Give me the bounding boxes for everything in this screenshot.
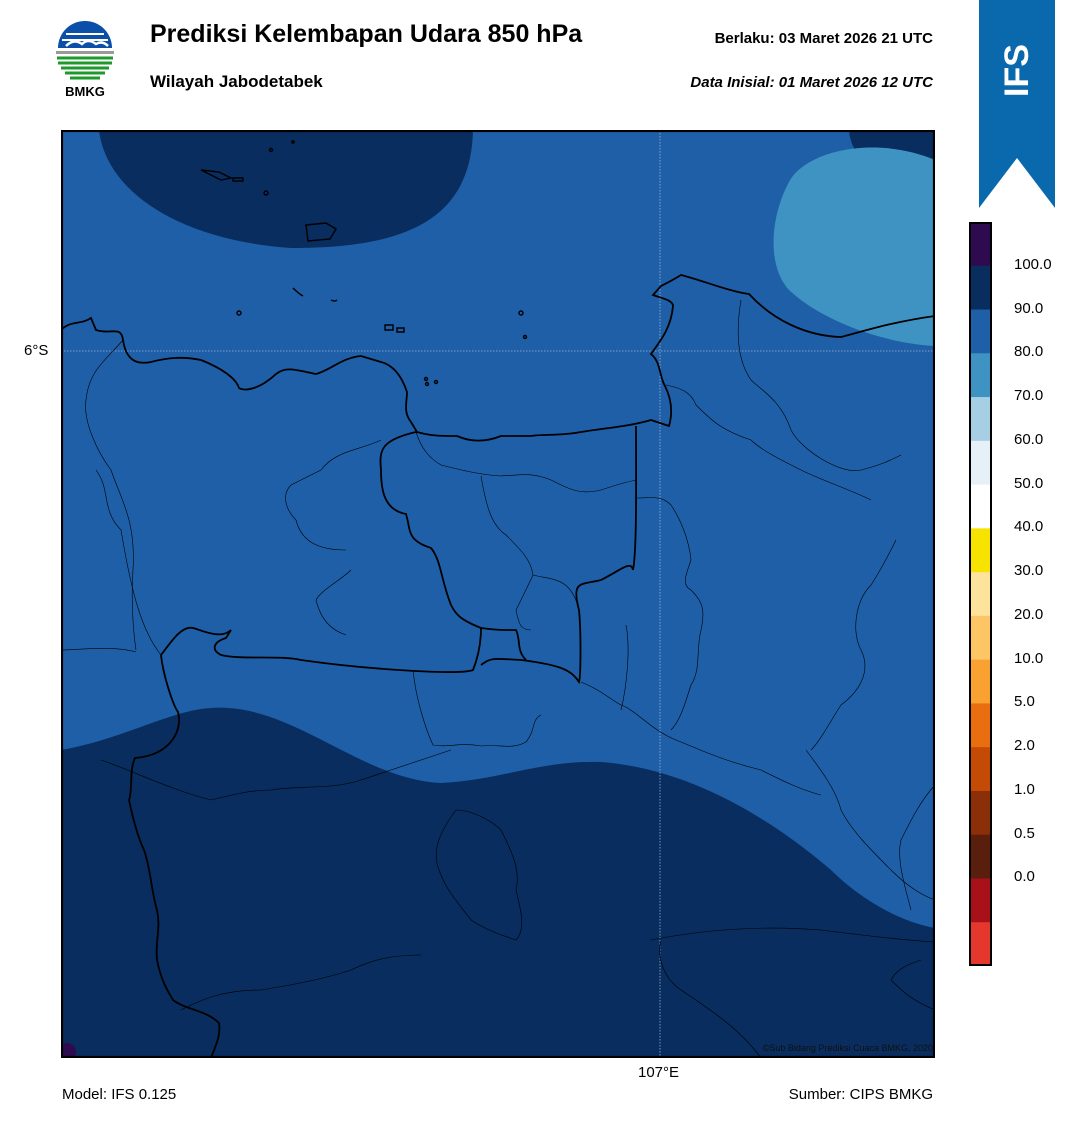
- islands: [200, 140, 528, 387]
- colorbar-tick-label: 2.0: [1014, 737, 1035, 755]
- colorbar-tick-label: 80.0: [1014, 343, 1044, 361]
- lat-tick-label: 6°S: [24, 342, 49, 359]
- humidity-100-spot: [61, 1043, 76, 1058]
- coastline: [61, 274, 935, 442]
- colorbar-swatch: [969, 572, 992, 617]
- ribbon-label: IFS: [997, 43, 1036, 97]
- colorbar-swatch: [969, 659, 992, 704]
- colorbar-swatch: [969, 790, 992, 836]
- colorbar-tick-label: 10.0: [1014, 649, 1044, 667]
- colorbar-frame: [969, 222, 992, 966]
- colorbar-tick-label: 70.0: [1014, 387, 1044, 405]
- colorbar-swatch: [969, 747, 992, 792]
- province-border: [128, 654, 221, 1058]
- humidity-90-100-zone: [61, 707, 935, 1058]
- colorbar-tick-label: 40.0: [1014, 518, 1044, 536]
- humidity-70-80-zone: [773, 147, 935, 346]
- colorbar: [969, 222, 992, 966]
- colorbar-swatch: [969, 922, 992, 966]
- colorbar-tick-label: 100.0: [1014, 255, 1052, 273]
- colorbar-swatch: [969, 878, 992, 923]
- initial-time: Data Inisial: 01 Maret 2026 12 UTC: [690, 74, 933, 91]
- colorbar-swatch: [969, 309, 992, 354]
- colorbar-tick-label: 20.0: [1014, 605, 1044, 623]
- model-label: Model: IFS 0.125: [62, 1086, 177, 1103]
- province-border: [160, 431, 482, 673]
- colorbar-swatch: [969, 834, 992, 879]
- valid-time: Berlaku: 03 Maret 2026 21 UTC: [714, 30, 933, 47]
- logo-text: BMKG: [65, 84, 105, 99]
- page-subtitle: Wilayah Jabodetabek: [150, 72, 323, 91]
- colorbar-swatch: [969, 222, 992, 267]
- colorbar-tick-label: 30.0: [1014, 562, 1044, 580]
- colorbar-tick-label: 90.0: [1014, 299, 1044, 317]
- copyright-note: ©Sub Bidang Prediksi Cuaca BMKG, 2020: [762, 1043, 933, 1053]
- colorbar-tick-label: 0.0: [1014, 868, 1035, 886]
- colorbar-swatch: [969, 528, 992, 573]
- colorbar-tick-label: 0.5: [1014, 824, 1035, 842]
- colorbar-tick-label: 50.0: [1014, 474, 1044, 492]
- colorbar-swatch: [969, 265, 992, 311]
- colorbar-tick-label: 1.0: [1014, 780, 1035, 798]
- colorbar-tick-label: 60.0: [1014, 430, 1044, 448]
- colorbar-swatch: [969, 353, 992, 398]
- page-title: Prediksi Kelembapan Udara 850 hPa: [150, 20, 583, 48]
- colorbar-swatch: [969, 703, 992, 748]
- model-ribbon: [979, 0, 1055, 208]
- lon-tick-label: 107°E: [638, 1064, 680, 1081]
- map-frame: [61, 130, 935, 1058]
- humidity-map: [61, 130, 935, 1058]
- source-label: Sumber: CIPS BMKG: [788, 1086, 933, 1103]
- colorbar-swatch: [969, 615, 992, 661]
- colorbar-swatch: [969, 484, 992, 529]
- regency-borders: [61, 299, 935, 1058]
- bmkg-logo-icon: [56, 21, 114, 80]
- colorbar-tick-label: 5.0: [1014, 693, 1035, 711]
- humidity-90-100-zone: [99, 130, 473, 248]
- colorbar-swatch: [969, 397, 992, 442]
- province-border: [480, 627, 527, 661]
- colorbar-swatch: [969, 440, 992, 486]
